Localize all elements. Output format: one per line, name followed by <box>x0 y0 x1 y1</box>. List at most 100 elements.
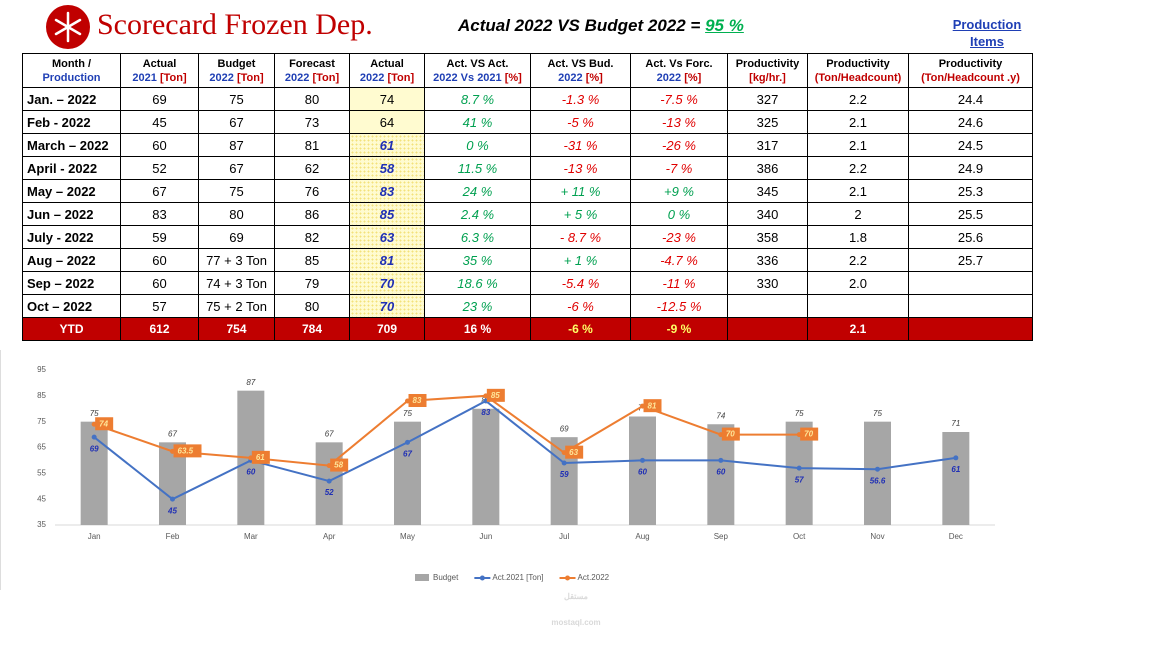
cell: 45 <box>120 110 199 134</box>
point-label: 52 <box>325 488 334 497</box>
cell: -1.3 % <box>530 87 631 111</box>
cell: March – 2022 <box>22 133 121 157</box>
point-label: 45 <box>167 506 177 515</box>
ytd-cell: 784 <box>274 317 350 341</box>
cell: 330 <box>727 271 808 295</box>
header-unit: [Ton] <box>236 71 264 84</box>
scorecard-table: Month / Production Actual 2021 [Ton] Budget 2… <box>22 53 1033 341</box>
cell <box>727 294 808 318</box>
cell: +9 % <box>630 179 728 203</box>
cell: 317 <box>727 133 808 157</box>
point <box>640 457 645 463</box>
label-box <box>330 458 349 472</box>
column-header: Forecast 2022 [Ton] <box>274 53 350 88</box>
cell: 25.6 <box>908 225 1033 249</box>
label-box <box>251 450 270 464</box>
kpi-text: Actual 2022 VS Budget 2022 = <box>458 16 701 35</box>
point-label: 83 <box>413 396 422 405</box>
x-tick-label: Nov <box>870 532 884 541</box>
cell <box>807 294 909 318</box>
cell: 345 <box>727 179 808 203</box>
point-label: 70 <box>804 430 813 439</box>
x-tick-label: Aug <box>635 532 649 541</box>
header-line2: 2022 [%] <box>635 71 723 85</box>
production-items-link[interactable]: Production Items <box>952 17 1022 49</box>
point-label: 56.6 <box>870 476 886 485</box>
cell: 60 <box>120 271 199 295</box>
ytd-cell: 2.1 <box>807 317 909 341</box>
cell: 81 <box>274 133 350 157</box>
point-label: 81 <box>648 401 657 410</box>
point-label: 61 <box>951 465 960 474</box>
header-line2: Production <box>27 71 116 85</box>
ytd-cell: -6 % <box>530 317 631 341</box>
table-row: May – 2022 67 75 76 83 24 % + 11 % +9 % 345 2.1 25… <box>22 179 1033 203</box>
point <box>326 478 332 484</box>
cell: -26 % <box>630 133 728 157</box>
header-line2: 2022 [Ton] <box>354 71 420 85</box>
point-label: 63 <box>569 448 578 457</box>
cell: 11.5 % <box>424 156 531 180</box>
x-tick-label: Jun <box>479 532 492 541</box>
cell: 74 + 3 Ton <box>198 271 275 295</box>
x-tick-label: Apr <box>323 532 336 541</box>
y-tick-label: 65 <box>37 443 46 452</box>
cell: 24.9 <box>908 156 1033 180</box>
cell: 41 % <box>424 110 531 134</box>
header-unit: [Ton] <box>159 71 187 84</box>
x-tick-label: Feb <box>166 532 180 541</box>
cell: April - 2022 <box>22 156 121 180</box>
point <box>91 434 97 440</box>
point <box>718 457 724 463</box>
cell: -12.5 % <box>630 294 728 318</box>
cell: Jun – 2022 <box>22 202 121 226</box>
cell: 75 <box>198 87 275 111</box>
cell: Sep – 2022 <box>22 271 121 295</box>
line <box>93 399 956 501</box>
cell: 74 <box>349 87 425 111</box>
snowflake <box>54 11 82 43</box>
point <box>561 460 567 466</box>
header-year: 2022 <box>209 71 234 84</box>
point-label: 61 <box>256 453 265 462</box>
header-year: 2022 <box>558 71 583 84</box>
point <box>875 466 880 472</box>
header-unit: (Ton/Headcount) <box>814 71 902 84</box>
header-line1: Forecast <box>289 57 335 70</box>
x-tick-label: Dec <box>949 532 963 541</box>
cell: 80 <box>198 202 275 226</box>
point <box>170 496 175 502</box>
x-tick-label: Mar <box>244 532 258 541</box>
header-line1: Actual <box>370 57 404 70</box>
y-tick-label: 45 <box>37 494 46 503</box>
table-row: Oct – 2022 57 75 + 2 Ton 80 70 23 % -6 % -12.5 … <box>22 294 1033 318</box>
header-line1: Productivity <box>938 57 1003 70</box>
point-label: 59 <box>560 470 569 479</box>
header-line1: Actual <box>142 57 177 70</box>
cell: 73 <box>274 110 350 134</box>
cell: 35 % <box>424 248 531 272</box>
cell: 77 + 3 Ton <box>198 248 275 272</box>
point-label: 83 <box>481 408 490 417</box>
cell: 24 % <box>424 179 531 203</box>
point-label: 63.5 <box>178 446 194 455</box>
cell: 67 <box>198 110 275 134</box>
y-tick-label: 35 <box>37 520 46 529</box>
cell: -7 % <box>630 156 728 180</box>
bar-label: 67 <box>325 429 334 438</box>
cell: 386 <box>727 156 808 180</box>
legend-swatch <box>479 575 485 581</box>
cell: 23 % <box>424 294 531 318</box>
header-unit: [Ton] <box>312 71 340 84</box>
legend-swatch <box>415 574 429 581</box>
header-year: 2022 <box>656 71 682 84</box>
table-row: Sep – 2022 60 74 + 3 Ton 79 70 18.6 % -5.4 % -1… <box>22 271 1033 295</box>
label-box <box>486 388 505 402</box>
header-line2: 2022 Vs 2021 [%] <box>429 71 526 85</box>
cell: 87 <box>198 133 275 157</box>
kpi-value: 95 % <box>705 16 744 35</box>
cell: 1.8 <box>807 225 909 249</box>
cell: 62 <box>274 156 350 180</box>
